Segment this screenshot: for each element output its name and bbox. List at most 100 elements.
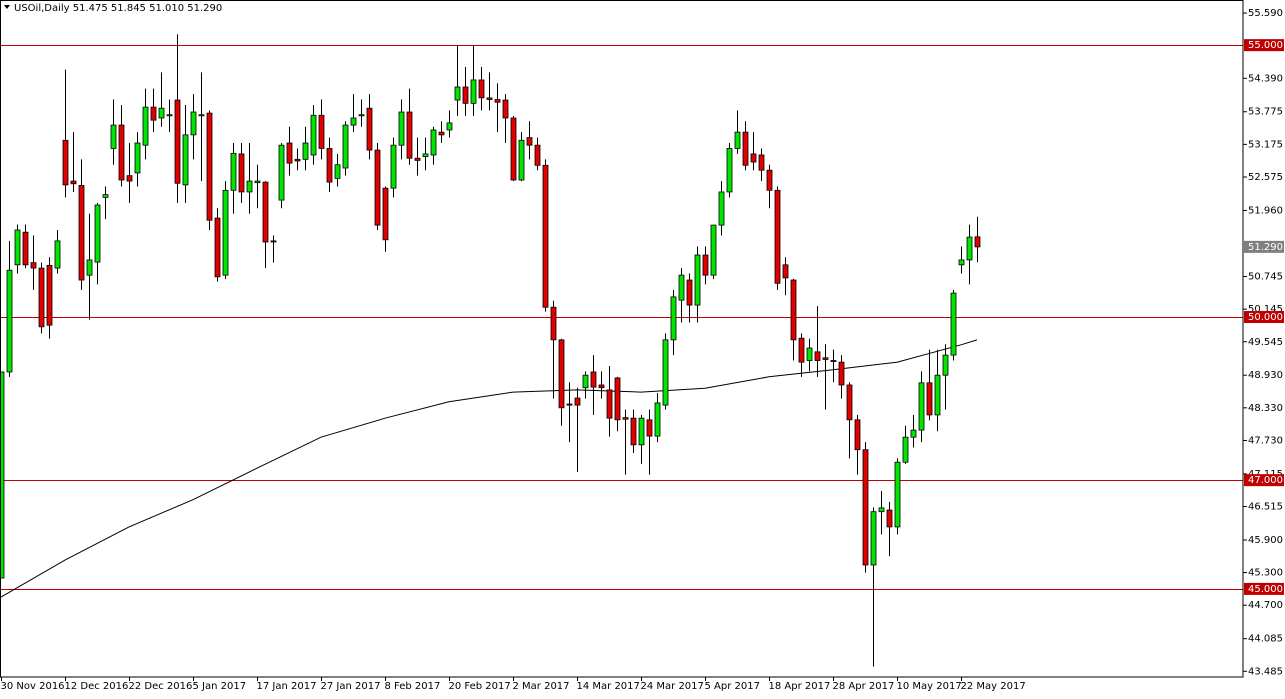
candle-body — [830, 360, 837, 363]
level-label: 55.000 — [1248, 40, 1283, 51]
candle-body — [302, 142, 309, 160]
y-tick-label: 44.085 — [1248, 634, 1283, 645]
candle-body — [566, 403, 573, 406]
candle-body — [262, 181, 269, 243]
y-tick-label: 51.960 — [1248, 205, 1283, 216]
candle-body — [54, 240, 61, 269]
y-tick-label: 53.775 — [1248, 107, 1283, 118]
candle-body — [542, 164, 549, 308]
candle-body — [350, 117, 357, 126]
candle-body — [86, 259, 93, 276]
candle-body — [870, 511, 877, 566]
candle-body — [510, 117, 517, 181]
candle-body — [46, 264, 53, 326]
candle-body — [670, 296, 677, 341]
candle-body — [598, 384, 605, 389]
candle-body — [110, 124, 117, 149]
candle-body — [438, 131, 445, 136]
candle-body — [590, 371, 597, 388]
candle-body — [390, 144, 397, 189]
candle-body — [918, 382, 925, 431]
candle-body — [694, 254, 701, 306]
candle-body — [454, 86, 461, 101]
candle-body — [630, 417, 637, 446]
plot-frame — [0, 0, 1244, 678]
candle-body — [342, 124, 349, 169]
x-tick-label: 5 Apr 2017 — [705, 681, 760, 692]
candle-body — [838, 361, 845, 386]
candle-body — [214, 217, 221, 278]
candle-body — [814, 351, 821, 361]
candle-body — [326, 148, 333, 183]
candle-body — [806, 347, 813, 361]
candle-body — [678, 274, 685, 301]
candle-body — [534, 144, 541, 166]
y-tick-label: 45.900 — [1248, 535, 1283, 546]
candle-body — [94, 204, 101, 263]
candle-body — [222, 189, 229, 276]
y-tick-label: 53.175 — [1248, 139, 1283, 150]
candle-body — [126, 175, 133, 182]
candle-body — [878, 507, 885, 513]
candle-body — [414, 157, 421, 161]
level-label-box — [1244, 582, 1284, 595]
y-tick-label: 50.745 — [1248, 272, 1283, 283]
candle-body — [206, 112, 213, 221]
level-label-box — [1244, 39, 1284, 52]
level-label: 47.000 — [1248, 475, 1283, 486]
candle-body — [966, 236, 973, 261]
candle-body — [950, 292, 957, 356]
candle-body — [446, 122, 453, 131]
candle-body — [182, 134, 189, 186]
candle-body — [574, 397, 581, 406]
candle-body — [862, 449, 869, 566]
x-tick-label: 20 Feb 2017 — [449, 681, 511, 692]
candle-body — [774, 189, 781, 284]
candle-body — [310, 114, 317, 156]
x-tick-label: 27 Jan 2017 — [321, 681, 381, 692]
candle-body — [142, 106, 149, 146]
candle-body — [286, 142, 293, 164]
candle-body — [758, 154, 765, 171]
level-label: 50.000 — [1248, 312, 1283, 323]
candle-body — [622, 417, 629, 420]
candle-body — [102, 194, 109, 198]
candle-body — [486, 97, 493, 100]
candle-body — [934, 374, 941, 416]
candle-body — [62, 139, 69, 186]
candle-body — [766, 169, 773, 191]
candle-body — [974, 236, 981, 248]
level-label-box — [1244, 474, 1284, 487]
y-tick-label: 43.485 — [1248, 666, 1283, 677]
candle-body — [734, 131, 741, 149]
x-tick-label: 14 Mar 2017 — [577, 681, 640, 692]
candle-body — [742, 131, 749, 166]
x-tick-label: 18 Apr 2017 — [769, 681, 831, 692]
candle-body — [78, 185, 85, 281]
candle-body — [166, 114, 173, 117]
candle-body — [398, 111, 405, 146]
candle-body — [422, 153, 429, 158]
candle-body — [134, 142, 141, 174]
candle-body — [686, 279, 693, 306]
candle-body — [294, 158, 301, 162]
chart-title: USOil,Daily 51.475 51.845 51.010 51.290 — [14, 3, 222, 14]
moving-average — [0, 339, 978, 598]
candle-body — [150, 106, 157, 121]
candle-body — [646, 419, 653, 437]
candle-body — [958, 259, 965, 266]
candle-body — [374, 149, 381, 226]
price-label: 51.290 — [1248, 242, 1283, 253]
candle-body — [430, 129, 437, 156]
candle-body — [190, 111, 197, 136]
candle-body — [478, 79, 485, 99]
menu-triangle — [4, 5, 10, 9]
candle-body — [0, 371, 5, 579]
candle-body — [118, 124, 125, 181]
candle-body — [502, 99, 509, 119]
x-tick-label: 28 Apr 2017 — [833, 681, 895, 692]
candle-body — [558, 339, 565, 409]
x-tick-label: 12 Dec 2016 — [65, 681, 129, 692]
candle-body — [638, 417, 645, 446]
